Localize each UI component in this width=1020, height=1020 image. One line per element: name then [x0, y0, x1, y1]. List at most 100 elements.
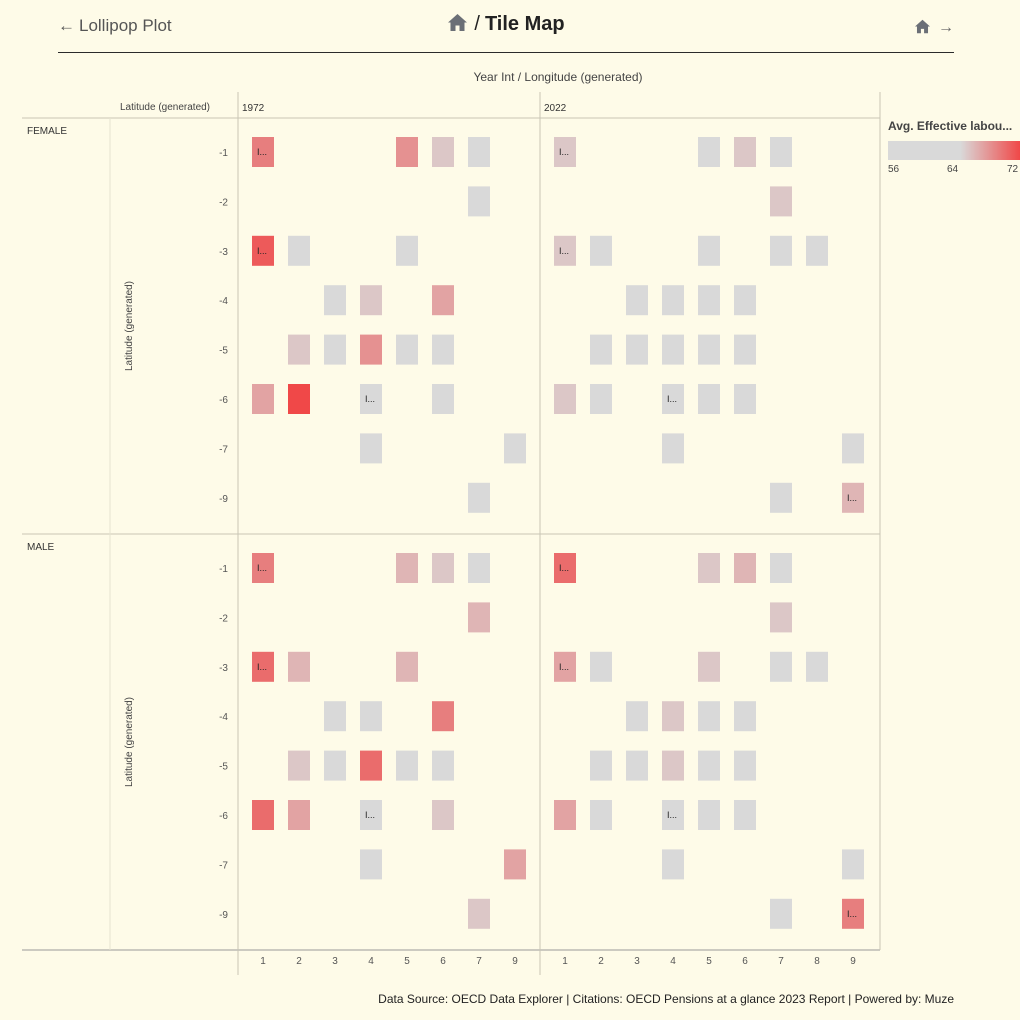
tile-cell: [590, 334, 612, 365]
tile-cell: [360, 800, 382, 830]
tile-cell: [468, 186, 490, 217]
tile-cell-label: I...: [365, 394, 375, 404]
tile-cell: [252, 553, 274, 583]
y-tick-label: -2: [219, 613, 228, 624]
y-tick-label: -9: [219, 494, 228, 505]
tile-cell: [698, 651, 720, 682]
home-icon[interactable]: [447, 13, 468, 38]
tile-map-chart: Year Int / Longitude (generated) Latitud…: [22, 70, 881, 975]
tile-cell: [842, 849, 864, 880]
tile-cell: [842, 433, 864, 464]
tile-cell: [288, 651, 310, 682]
y-tick-label: -1: [219, 564, 228, 575]
tile-cell: [698, 701, 720, 732]
arrow-right-icon[interactable]: →: [938, 19, 954, 36]
tile-cell: [432, 701, 454, 732]
y-tick-label: -9: [219, 910, 228, 921]
tile-cell: [468, 553, 490, 583]
tile-cell: [662, 433, 684, 464]
x-tick-label: 1: [260, 956, 266, 967]
tile-cell: [432, 800, 454, 830]
x-tick-label: 1: [562, 956, 568, 967]
tile-cell: [734, 750, 756, 781]
x-tick-label: 6: [742, 956, 748, 967]
x-tick-label: 3: [634, 956, 640, 967]
tile-cell: [770, 482, 792, 513]
tile-cell-label: I...: [257, 662, 267, 672]
tile-cell: [554, 235, 576, 266]
tile-cell: [360, 701, 382, 732]
tile-cell: [698, 384, 720, 414]
tile-cell: [504, 849, 526, 880]
tile-cell: [698, 553, 720, 583]
y-tick-label: -4: [219, 296, 228, 307]
home-icon-small[interactable]: [914, 19, 935, 38]
x-tick-label: 3: [332, 956, 338, 967]
y-tick-label: -6: [219, 395, 228, 406]
tile-cell: [554, 800, 576, 830]
tile-cell: [626, 750, 648, 781]
tile-cell: [396, 750, 418, 781]
tile-cell-label: I...: [847, 493, 857, 503]
tile-cell: [432, 334, 454, 365]
tile-cell: [252, 137, 274, 167]
next-nav[interactable]: →: [914, 19, 954, 39]
tile-cell: [288, 800, 310, 830]
y-tick-label: -5: [219, 346, 228, 357]
row-axis-title: Latitude (generated): [124, 697, 135, 787]
tile-cell: [554, 553, 576, 583]
tile-cell: [842, 482, 864, 513]
legend-mid-label: 64: [947, 164, 959, 175]
arrow-left-icon: ←: [58, 16, 75, 35]
tile-cell-label: I...: [257, 147, 267, 157]
tile-cell: [288, 235, 310, 266]
prev-chart-link[interactable]: ← Lollipop Plot: [58, 16, 172, 36]
tile-cell: [698, 285, 720, 316]
legend-max-label: 72: [1007, 164, 1019, 175]
page-title: Tile Map: [484, 13, 565, 35]
tile-cell: [662, 849, 684, 880]
tile-cell: [626, 334, 648, 365]
y-tick-label: -6: [219, 811, 228, 822]
tile-cell: [734, 800, 756, 830]
tile-cell: [468, 898, 490, 929]
tile-cell: [432, 285, 454, 316]
tile-cell: [590, 651, 612, 682]
tile-cell-label: I...: [559, 662, 569, 672]
tile-cell: [590, 384, 612, 414]
tile-cell: [554, 651, 576, 682]
tile-cell: [432, 384, 454, 414]
tile-cell-label: I...: [559, 246, 569, 256]
legend-title: Avg. Effective labou...: [888, 119, 1013, 133]
tile-cell-label: I...: [559, 147, 569, 157]
tile-cell: [324, 750, 346, 781]
y-tick-label: -2: [219, 197, 228, 208]
tile-cell: [288, 750, 310, 781]
tile-cell-label: I...: [365, 810, 375, 820]
tile-cell: [432, 750, 454, 781]
tile-cell: [590, 750, 612, 781]
tile-cell: [770, 602, 792, 633]
tile-cell: [590, 235, 612, 266]
tile-cell: [288, 334, 310, 365]
tile-cell: [396, 137, 418, 167]
tile-cell: [468, 602, 490, 633]
tile-cell: [554, 137, 576, 167]
tile-cell: [734, 553, 756, 583]
tile-cell: [662, 750, 684, 781]
y-tick-label: -3: [219, 247, 228, 258]
tile-cell: [626, 285, 648, 316]
tile-cell: [396, 334, 418, 365]
tile-cell: [698, 334, 720, 365]
footer-credits: Data Source: OECD Data Explorer | Citati…: [378, 992, 954, 1006]
tile-cell: [662, 800, 684, 830]
x-tick-label: 4: [368, 956, 374, 967]
tile-cell: [734, 384, 756, 414]
tile-cell: [662, 701, 684, 732]
x-tick-label: 5: [706, 956, 712, 967]
x-tick-label: 5: [404, 956, 410, 967]
x-tick-label: 8: [814, 956, 820, 967]
y-tick-label: -1: [219, 148, 228, 159]
tile-cell: [698, 800, 720, 830]
tile-cell-label: I...: [667, 810, 677, 820]
